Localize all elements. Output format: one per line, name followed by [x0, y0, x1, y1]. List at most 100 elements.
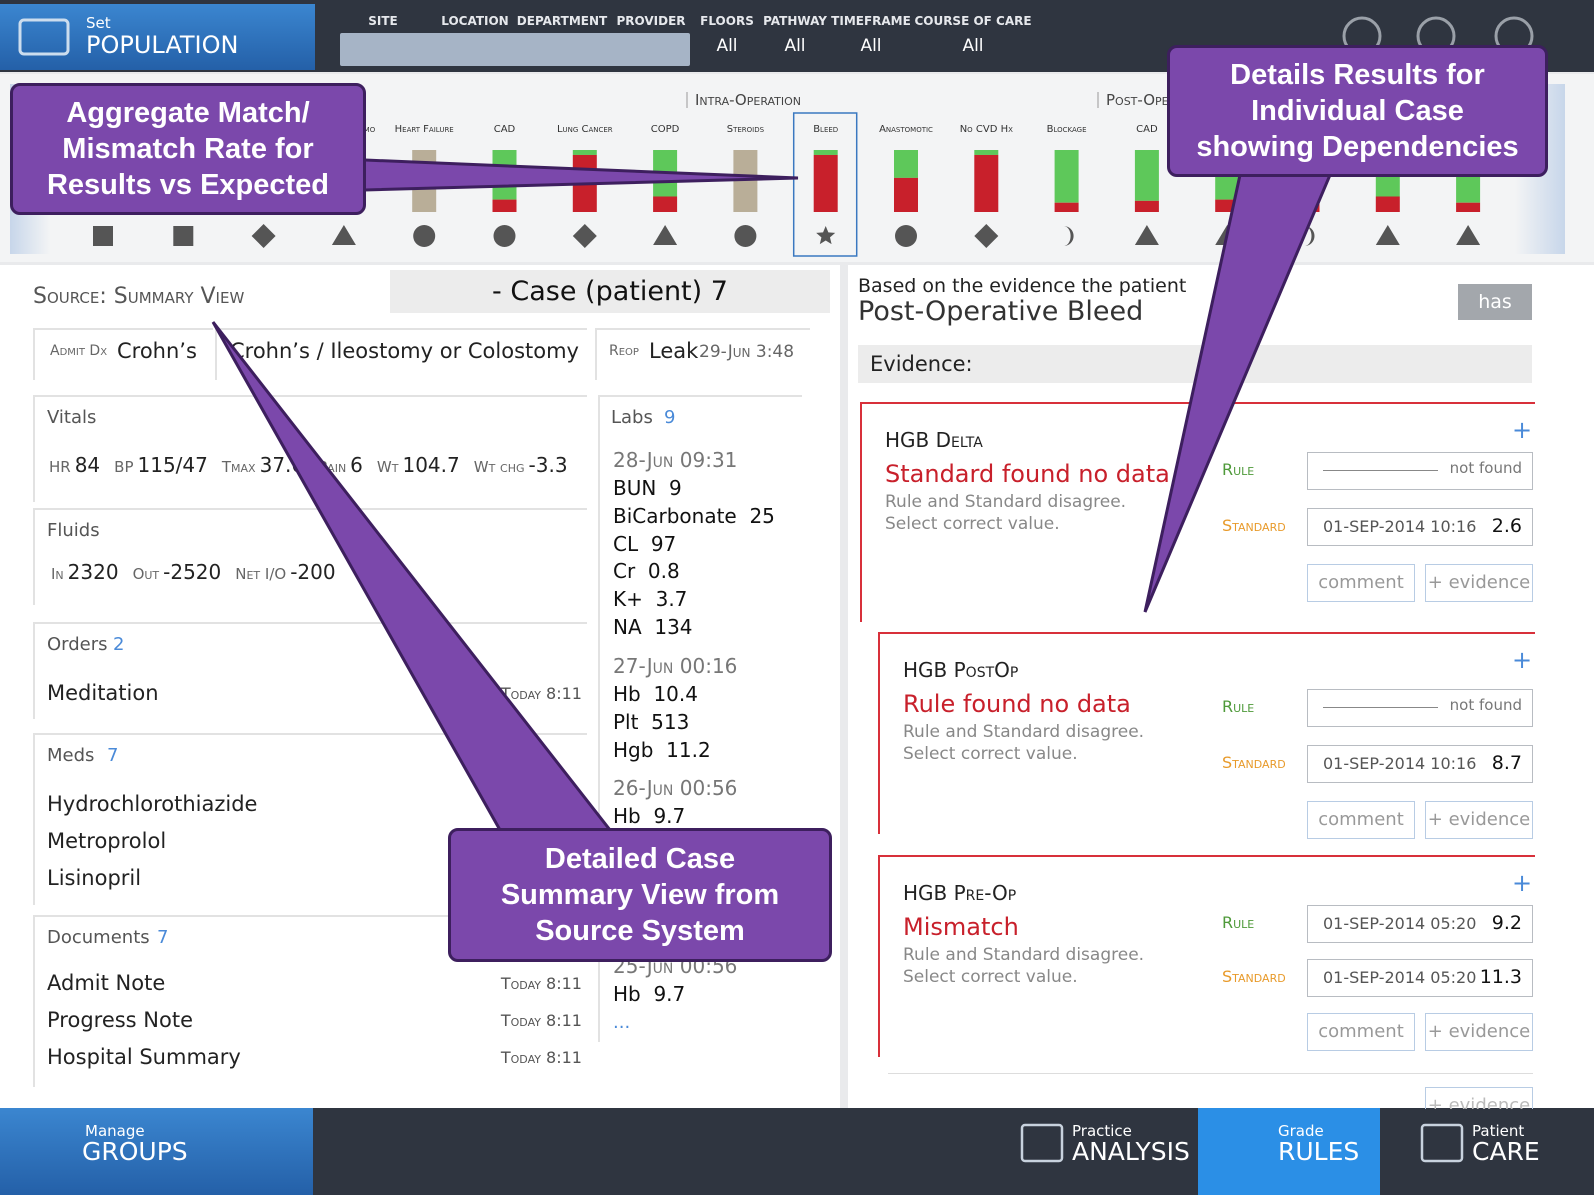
callout-text: Details Results for: [1230, 59, 1485, 91]
site-input[interactable]: [340, 33, 690, 66]
action-button[interactable]: comment: [1307, 801, 1415, 839]
case-title: - Case (patient) 7: [390, 270, 830, 313]
value-date: 01-SEP-2014 05:20: [1323, 914, 1477, 933]
bar-segment: [894, 177, 918, 212]
card-note: Select correct value.: [885, 514, 1060, 534]
filter-label: SITE: [368, 14, 398, 28]
admit-box: [33, 328, 213, 380]
vital-value: 6: [350, 453, 363, 477]
bar-segment: [974, 154, 999, 212]
bar-segment: [1134, 150, 1159, 201]
lab-time: 27-Jun 00:16: [613, 654, 738, 678]
nav-tab[interactable]: [0, 1108, 313, 1195]
lab-result: Plt 513: [613, 709, 690, 734]
bar-segment: [1134, 200, 1159, 212]
shape-icon: [493, 225, 516, 247]
card-note: Rule and Standard disagree.: [903, 945, 1145, 965]
value: 8.7: [1491, 752, 1522, 774]
vital-label: Wt chg: [473, 458, 525, 476]
callout-text: Summary View from: [500, 879, 780, 911]
shape-icon: [1375, 225, 1400, 245]
card-note: Select correct value.: [903, 967, 1078, 987]
vitals-box: [33, 395, 587, 502]
filter-value[interactable]: All: [962, 36, 984, 56]
admit-value: Crohn’s: [117, 339, 197, 363]
value-box: [1307, 508, 1533, 546]
action-button[interactable]: + evidence: [1425, 564, 1533, 602]
reop-time: 29-Jun 3:48: [699, 342, 795, 362]
bar-segment: [974, 150, 999, 155]
nav-big: ANALYSIS: [1072, 1137, 1190, 1166]
meds-box: [33, 733, 587, 905]
card-title: HGB PostOp: [903, 658, 1019, 682]
lab-result: Hb 10.4: [613, 682, 698, 706]
diagnosis: Post-Operative Bleed: [858, 296, 1144, 327]
add-button[interactable]: +: [1512, 646, 1533, 674]
shape-icon: [251, 224, 276, 248]
filter-value[interactable]: All: [716, 36, 738, 56]
action-button[interactable]: + evidence: [1425, 1013, 1533, 1051]
set-title: POPULATION: [86, 31, 239, 59]
filter-label: LOCATION: [441, 14, 509, 28]
filter-value[interactable]: All: [784, 36, 806, 56]
lab-result: BUN 9: [613, 476, 682, 500]
item-time: Today 8:11: [500, 1011, 582, 1030]
filter-value[interactable]: All: [860, 36, 882, 56]
category-label: Blockage: [1046, 124, 1087, 135]
vital-label: Net I/O: [235, 565, 287, 583]
card-note: Rule and Standard disagree.: [903, 722, 1145, 742]
filter-label: DEPARTMENT: [516, 14, 608, 28]
block-count: 7: [157, 927, 169, 948]
action-button: + evidence: [1425, 1087, 1533, 1109]
nav-small: Grade: [1278, 1122, 1324, 1140]
block-title: Fluids: [47, 520, 100, 541]
category-label: Steroids: [726, 124, 765, 135]
bar-segment: [1054, 150, 1079, 203]
block-title: Orders: [47, 634, 108, 655]
lab-time: 26-Jun 00:56: [613, 776, 738, 800]
callout-tail: [299, 138, 799, 192]
nav-icon: [1020, 1123, 1064, 1163]
lab-result: Hb 9.7: [613, 804, 686, 828]
bar-segment: [653, 196, 678, 212]
item-time: Today 8:11: [500, 684, 582, 703]
shape-icon: [974, 224, 999, 248]
labs-box: [598, 395, 802, 1042]
reop-value: Leak: [649, 339, 699, 363]
has-button[interactable]: has: [1458, 284, 1532, 320]
reop-box: [595, 328, 810, 380]
block-title: Labs: [611, 407, 653, 428]
procedure: Crohn’s / Ileostomy or Colostomy: [230, 339, 579, 363]
vital-label: In: [51, 565, 64, 583]
evidence-card: [878, 855, 1535, 1057]
vital-label: HR: [49, 458, 71, 476]
procedure-box: [215, 328, 587, 380]
add-button[interactable]: +: [1512, 416, 1533, 444]
evidence-card: [878, 632, 1535, 834]
callout: Aggregate Match/Mismatch Rate for Results…: [10, 83, 366, 215]
set-label: Set: [86, 14, 111, 32]
value: 2.6: [1491, 515, 1522, 537]
callout-text: showing Dependencies: [1196, 131, 1519, 163]
action-button[interactable]: comment: [1307, 1013, 1415, 1051]
reop-label: Reop: [609, 343, 639, 359]
lab-result: Cr 0.8: [613, 559, 680, 584]
group-label: Intra-Operation: [695, 91, 802, 109]
add-button[interactable]: +: [1512, 869, 1533, 897]
shape-icon: [895, 225, 917, 247]
action-button[interactable]: comment: [1307, 564, 1415, 602]
shape-icon: [173, 226, 194, 246]
callout-text: Aggregate Match/: [66, 97, 310, 129]
block-count: 7: [107, 745, 119, 766]
bar-segment: [894, 150, 918, 178]
category-label: Anastomotic: [879, 124, 933, 135]
action-button[interactable]: + evidence: [1425, 801, 1533, 839]
set-tab[interactable]: [0, 4, 315, 70]
lab-result: NA 134: [613, 615, 693, 639]
value: not found: [1449, 696, 1522, 714]
nav-tab[interactable]: [1198, 1108, 1380, 1195]
shape-icon: [1063, 226, 1074, 246]
nav-big: RULES: [1278, 1137, 1360, 1166]
shape-icon: [1304, 226, 1315, 246]
